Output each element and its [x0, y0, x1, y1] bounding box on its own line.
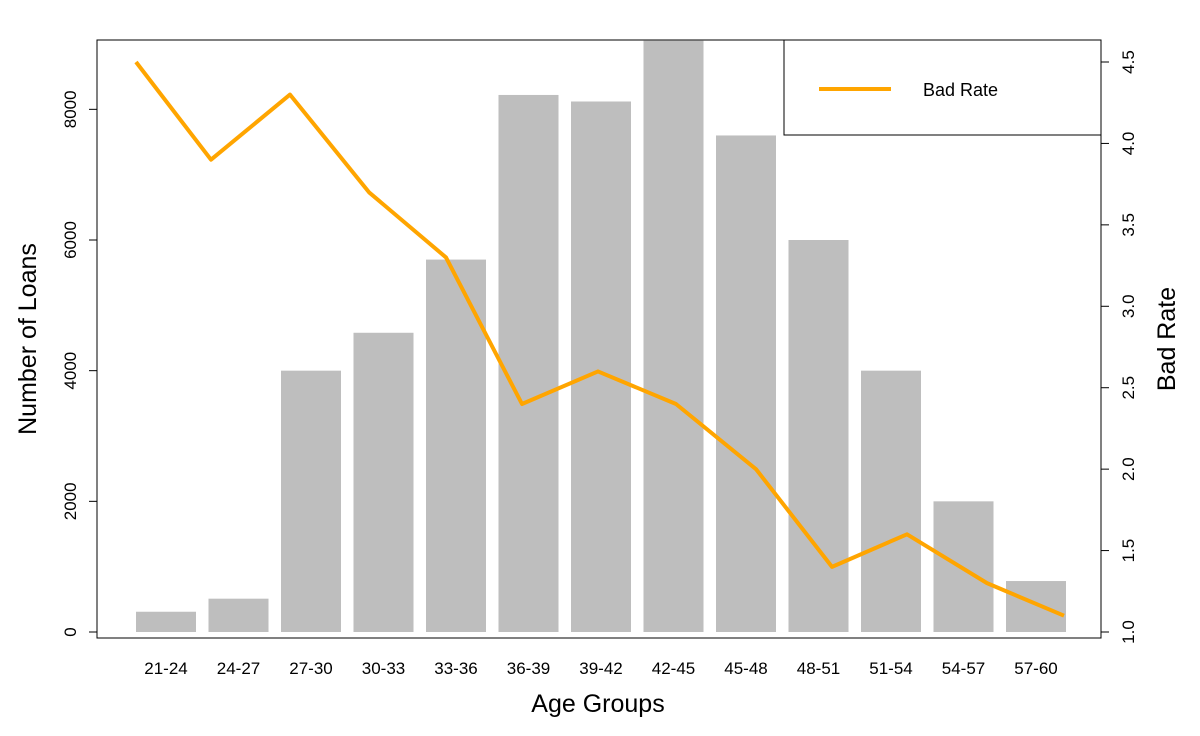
y2-tick-label: 4.5: [1119, 50, 1138, 74]
x-tick-label: 33-36: [434, 659, 477, 678]
y2-tick-label: 2.5: [1119, 376, 1138, 400]
x-tick-label: 57-60: [1014, 659, 1057, 678]
x-tick-label: 45-48: [724, 659, 767, 678]
bar-27-30: [281, 370, 341, 632]
right-axis: 1.0 1.5 2.0 2.5 3.0 3.5 4.0 4.5: [1100, 50, 1138, 644]
y-tick-label: 6000: [61, 221, 80, 259]
bar-33-36: [426, 259, 486, 632]
y-tick-label: 0: [61, 627, 80, 636]
x-tick-label: 27-30: [289, 659, 332, 678]
bars-layer: [136, 40, 1066, 632]
x-axis-title: Age Groups: [531, 690, 664, 718]
y2-tick-label: 2.0: [1119, 457, 1138, 481]
x-tick-label: 39-42: [579, 659, 622, 678]
bar-39-42: [571, 101, 631, 632]
y-tick-label: 4000: [61, 352, 80, 390]
line-bad-rate: [134, 60, 1065, 618]
line-layer: [134, 60, 1065, 618]
y-tick-label: 8000: [61, 90, 80, 128]
bar-48-51: [788, 240, 849, 632]
bar-30-33: [353, 332, 414, 632]
bar-21-24: [136, 611, 196, 632]
bar-51-54: [861, 370, 921, 632]
x-axis-labels: 21-24 24-27 27-30 30-33 33-36 36-39 39-42 42-45…: [144, 659, 1057, 678]
x-tick-label: 42-45: [652, 659, 695, 678]
left-axis: 0 2000 4000 6000 8000: [61, 90, 98, 637]
x-tick-label: 51-54: [869, 659, 912, 678]
y2-tick-label: 1.0: [1119, 620, 1138, 644]
x-tick-label: 24-27: [217, 659, 260, 678]
x-tick-label: 30-33: [362, 659, 405, 678]
y2-tick-label: 1.5: [1119, 539, 1138, 563]
x-tick-label: 48-51: [797, 659, 840, 678]
x-tick-label: 21-24: [144, 659, 187, 678]
y2-tick-label: 3.5: [1119, 213, 1138, 237]
bar-45-48: [716, 135, 776, 632]
y-axis-title: Number of Loans: [14, 243, 42, 435]
x-tick-label: 54-57: [942, 659, 985, 678]
bar-24-27: [208, 598, 269, 632]
y2-tick-label: 4.0: [1119, 132, 1138, 156]
x-tick-label: 36-39: [507, 659, 550, 678]
legend-label-bad-rate: Bad Rate: [923, 80, 998, 100]
y2-tick-label: 3.0: [1119, 294, 1138, 318]
y2-axis-title: Bad Rate: [1153, 287, 1181, 391]
bar-36-39: [498, 94, 559, 632]
bar-42-45: [643, 40, 704, 632]
y-tick-label: 2000: [61, 482, 80, 520]
legend: Bad Rate: [783, 39, 1102, 136]
bar-57-60: [1006, 581, 1066, 632]
